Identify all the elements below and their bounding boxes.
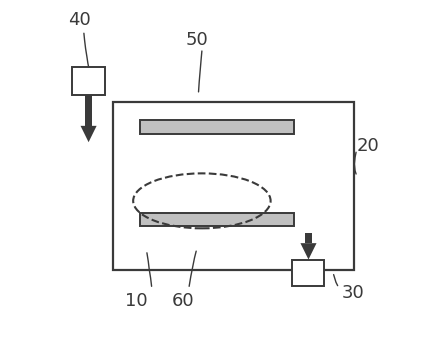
Text: 40: 40 — [68, 11, 91, 29]
Text: 50: 50 — [186, 31, 208, 49]
Polygon shape — [301, 243, 317, 260]
Bar — [140, 213, 294, 226]
Bar — [85, 95, 92, 126]
Bar — [293, 260, 324, 286]
Polygon shape — [80, 126, 97, 142]
Text: 60: 60 — [172, 292, 195, 310]
Bar — [113, 102, 354, 270]
Bar — [305, 233, 312, 243]
Text: 10: 10 — [125, 292, 148, 310]
Text: 20: 20 — [357, 137, 379, 154]
Bar — [72, 67, 105, 95]
Text: 30: 30 — [341, 284, 364, 302]
Bar — [140, 120, 294, 134]
